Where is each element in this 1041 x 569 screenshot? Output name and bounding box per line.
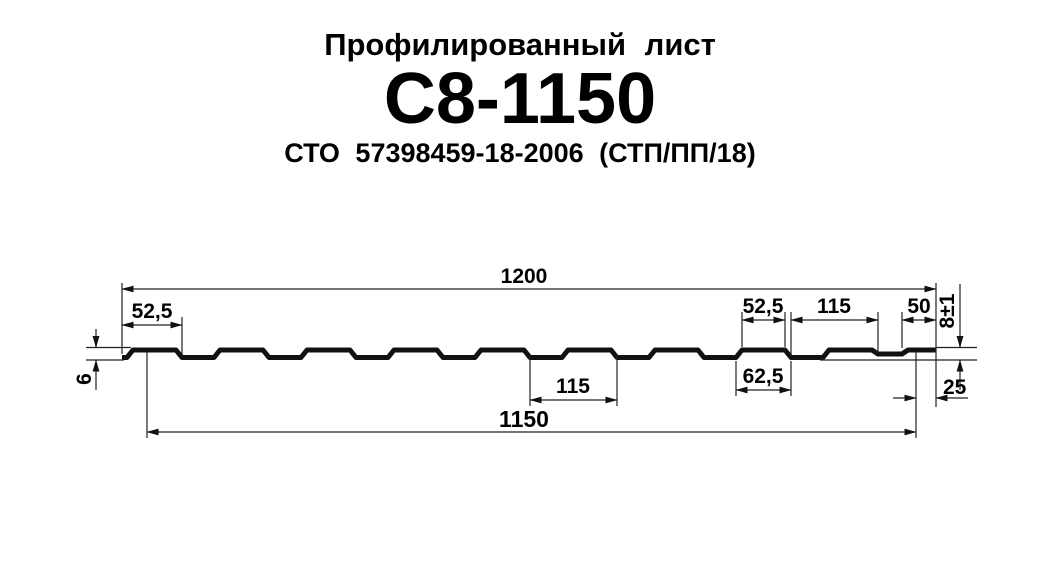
dim-pitch-top-label: 115 [817, 295, 851, 318]
dim-overall-width: 1200 [121, 265, 937, 407]
dim-edge-margin-label: 25 [943, 376, 967, 399]
dim-right-top-flange-label: 52,5 [743, 295, 784, 318]
dim-profile-height: 8±1 [820, 284, 977, 390]
dim-profile-height-label: 8±1 [936, 293, 959, 328]
dim-pitch-top: 115 [790, 295, 879, 355]
dim-pitch-bottom: 115 [529, 354, 618, 406]
dim-edge-height-label: 6 [73, 373, 96, 385]
dim-edge-flange: 50 [901, 295, 937, 348]
dim-edge-margin: 25 [893, 351, 968, 438]
profile-outline [122, 347, 936, 360]
dim-left-top-flange-label: 52,5 [132, 300, 173, 323]
dim-working-width: 1150 [146, 352, 917, 438]
dim-left-top-flange: 52,5 [121, 300, 183, 356]
dim-working-width-label: 1150 [499, 406, 549, 432]
dim-right-top-flange: 52,5 [741, 295, 786, 347]
standard-reference: СТО 57398459-18-2006 (СТП/ПП/18) [284, 138, 755, 168]
dim-edge-height: 6 [73, 329, 131, 390]
dim-bottom-flange: 62,5 [735, 361, 792, 396]
dim-overall-width-label: 1200 [501, 265, 548, 288]
dim-edge-flange-label: 50 [907, 295, 930, 318]
dim-pitch-bottom-label: 115 [556, 375, 590, 398]
page-subtitle: Профилированный лист [324, 27, 716, 62]
dim-bottom-flange-label: 62,5 [743, 365, 784, 388]
page-title: С8-1150 [384, 59, 656, 139]
